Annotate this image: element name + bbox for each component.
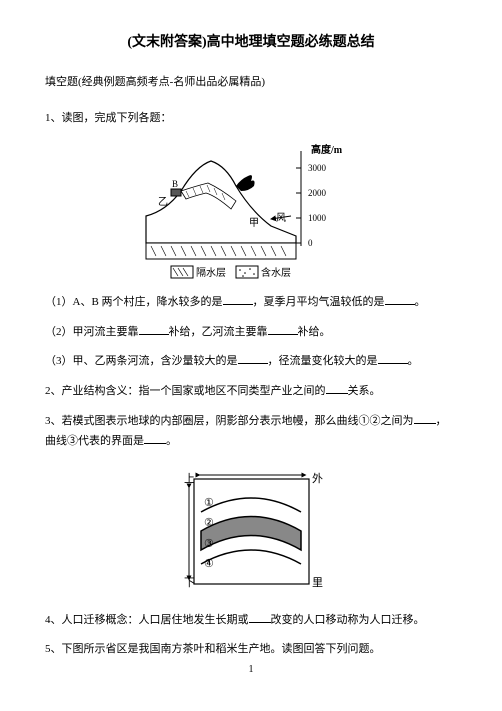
- q1-1: （1）A、B 两个村庄，降水较多的是，夏季月平均气温较低的是。: [45, 293, 457, 313]
- q3: 3、若模式图表示地球的内部圈层，阴影部分表示地幔，那么曲线①②之间为，曲线③代表…: [45, 412, 457, 452]
- svg-text:④: ④: [204, 558, 214, 570]
- q1-3: （3）甲、乙两条河流，含沙量较大的是，径流量变化较大的是。: [45, 352, 457, 372]
- svg-text:甲: 甲: [249, 218, 259, 229]
- alt-label: 高度/m: [311, 143, 343, 156]
- page-number: 1: [45, 661, 457, 679]
- q1-lead: 1、读图，完成下列各题：: [45, 109, 457, 129]
- svg-text:里: 里: [312, 576, 323, 589]
- svg-text:②: ②: [204, 517, 214, 529]
- svg-text:2000: 2000: [308, 188, 327, 198]
- svg-text:③: ③: [204, 538, 214, 550]
- svg-text:隔水层: 隔水层: [196, 267, 226, 279]
- q1-2: （2）甲河流主要靠补给，乙河流主要靠补给。: [45, 323, 457, 343]
- q3-diagram: 上 下 外 里 ① ② ③ ④: [45, 464, 457, 599]
- svg-text:含水层: 含水层: [261, 266, 291, 279]
- q2: 2、产业结构含义：指一个国家或地区不同类型产业之间的关系。: [45, 382, 457, 402]
- subtitle: 填空题(经典例题高频考点-名师出品必属精品): [45, 73, 457, 93]
- svg-text:1000: 1000: [308, 213, 327, 223]
- svg-text:3000: 3000: [308, 163, 327, 173]
- svg-text:B: B: [172, 179, 178, 189]
- svg-text:上: 上: [184, 472, 195, 485]
- q4: 4、人口迁移概念：人口居住地发生长期或改变的人口移动称为人口迁移。: [45, 611, 457, 631]
- page-title: (文末附答案)高中地理填空题必练题总结: [45, 30, 457, 55]
- svg-text:外: 外: [312, 472, 323, 485]
- svg-text:下: 下: [184, 577, 195, 589]
- q5: 5、下图所示省区是我国南方茶叶和稻米生产地。读图回答下列问题。: [45, 640, 457, 660]
- q1-diagram: 高度/m 3000 2000 1000 0 B 乙 甲 风 隔水层 含水层: [45, 141, 457, 281]
- svg-text:乙: 乙: [158, 196, 168, 208]
- svg-text:①: ①: [204, 497, 214, 509]
- svg-text:0: 0: [308, 238, 313, 248]
